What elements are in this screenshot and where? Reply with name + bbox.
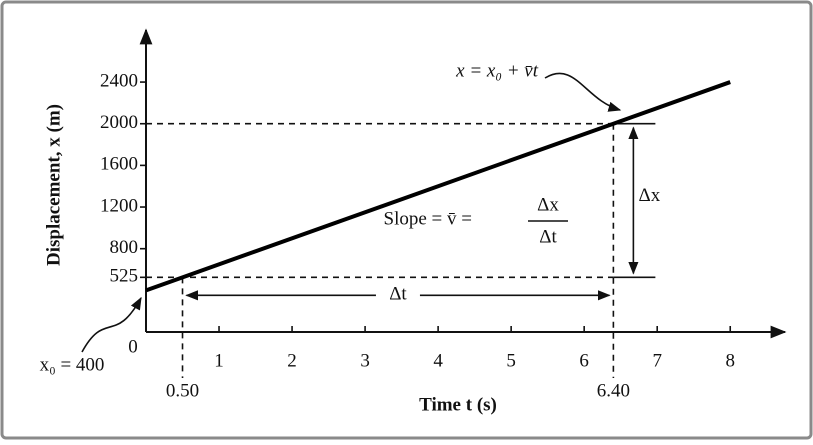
slope-numerator: Δx [537,194,559,215]
line-equation: x = x₀ + v̄t [455,60,539,81]
x-tick-label: 4 [433,350,443,371]
marked-x-label: 0.50 [166,380,199,401]
annotation-arrow [544,72,622,112]
intercept-label: x₀ = 400 [40,354,105,375]
x-tick-label: 1 [214,350,224,371]
y-tick-label: 1200 [100,195,138,216]
x-axis-label: Time t (s) [419,394,497,415]
y-tick-label: 1600 [100,154,138,175]
x-tick-label: 3 [360,350,370,371]
x-tick-label: 0 [128,336,138,357]
label-bg [375,283,420,308]
marked-x-label: 6.40 [597,380,630,401]
annotation-arrow [81,296,142,353]
x-tick-label: 8 [725,350,735,371]
slope-denominator: Δt [539,226,557,247]
y-tick-label: 2400 [100,70,138,91]
x-tick-label: 5 [506,350,516,371]
y-axis-label: Displacement, x (m) [43,104,64,266]
x-tick-label: 6 [579,350,589,371]
x-tick-label: 2 [287,350,297,371]
y-tick-label: 800 [110,237,139,258]
delta-x-label: Δx [639,185,661,206]
data-line [145,80,731,293]
y-tick-label: 2000 [100,112,138,133]
x-tick-label: 7 [652,350,662,371]
slope-label: Slope = v̄ = [384,208,472,229]
delta-t-label: Δt [389,284,407,305]
y-tick-label: 525 [110,266,139,287]
